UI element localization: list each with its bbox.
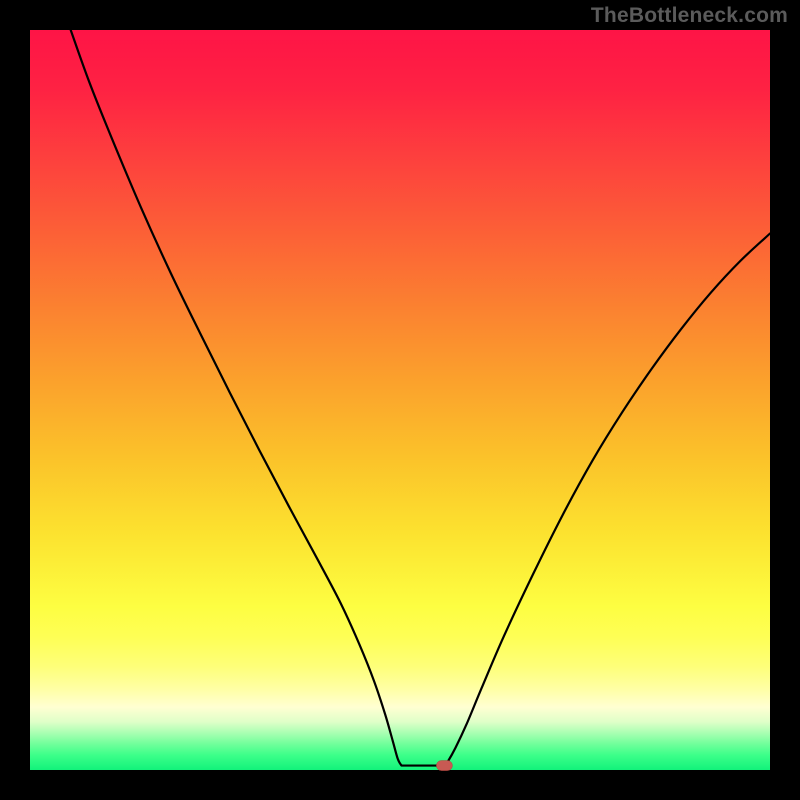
plot-background (30, 30, 770, 770)
minimum-marker (436, 761, 452, 771)
watermark-text: TheBottleneck.com (591, 4, 788, 28)
chart-root: TheBottleneck.com (0, 0, 800, 800)
chart-svg (0, 0, 800, 800)
